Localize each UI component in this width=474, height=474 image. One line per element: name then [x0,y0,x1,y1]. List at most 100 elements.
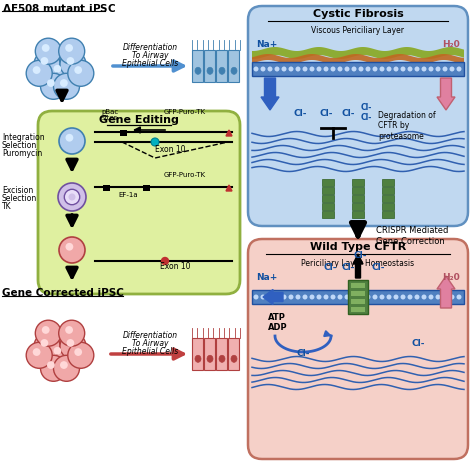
Bar [228,338,239,370]
Circle shape [65,243,73,251]
Ellipse shape [219,356,225,362]
Polygon shape [226,185,232,191]
Text: H₂0: H₂0 [442,40,460,49]
Circle shape [436,66,440,72]
Circle shape [401,66,405,72]
Bar [352,187,364,194]
Circle shape [26,60,52,86]
Circle shape [302,66,308,72]
Circle shape [310,294,315,300]
Circle shape [59,237,85,263]
Text: Selection: Selection [2,194,37,203]
Circle shape [443,66,447,72]
Circle shape [282,294,286,300]
Circle shape [35,38,61,64]
Circle shape [59,38,85,64]
Circle shape [68,342,94,368]
Ellipse shape [195,356,201,362]
Text: EF-1a: EF-1a [118,192,138,198]
Bar [351,283,365,288]
Circle shape [47,361,55,369]
Bar [382,179,394,186]
Text: To Airway: To Airway [132,339,168,348]
Bar [204,50,216,82]
Circle shape [317,66,321,72]
Circle shape [317,294,321,300]
Bar [322,179,334,186]
Text: To Airway: To Airway [132,51,168,60]
Circle shape [69,193,75,201]
Text: Cl-: Cl- [411,339,425,348]
Circle shape [26,342,52,368]
Circle shape [289,66,293,72]
Text: Cl-: Cl- [293,109,307,118]
Ellipse shape [231,67,237,74]
Circle shape [162,257,168,264]
Circle shape [42,44,50,52]
Text: H₂0: H₂0 [442,273,460,282]
Circle shape [261,66,265,72]
Text: Epithelial Cells: Epithelial Cells [122,59,178,68]
Circle shape [60,79,68,87]
Circle shape [65,134,73,142]
Text: Na+: Na+ [256,273,277,282]
Circle shape [74,348,82,356]
Text: Cl-: Cl- [341,109,355,118]
Bar [351,307,365,312]
Bar [382,187,394,194]
Ellipse shape [219,67,225,74]
Circle shape [59,320,85,346]
Text: Gene Corrected iPSC: Gene Corrected iPSC [2,288,124,298]
Circle shape [330,294,336,300]
Circle shape [274,66,280,72]
Text: ATP: ATP [268,313,286,322]
Text: Degradation of
CFTR by
proteasome: Degradation of CFTR by proteasome [378,111,436,141]
Circle shape [421,294,427,300]
Circle shape [254,66,258,72]
Text: Integration: Integration [2,133,45,142]
Circle shape [33,66,40,74]
Circle shape [40,73,66,99]
Text: GFP-Puro-TK: GFP-Puro-TK [164,109,206,115]
Circle shape [443,294,447,300]
Bar [252,62,464,76]
FancyArrow shape [437,276,455,308]
Circle shape [323,294,328,300]
Text: pBac: pBac [101,109,118,115]
Bar [228,50,239,82]
Bar [322,211,334,218]
Circle shape [352,66,356,72]
Bar [348,280,368,314]
Bar [217,50,228,82]
Circle shape [428,294,434,300]
Circle shape [393,294,399,300]
Circle shape [60,333,86,359]
Circle shape [393,66,399,72]
Ellipse shape [231,356,237,362]
Circle shape [54,65,61,73]
Circle shape [66,57,74,65]
Circle shape [408,294,412,300]
Circle shape [302,294,308,300]
Circle shape [449,66,455,72]
Circle shape [267,66,273,72]
Circle shape [65,44,73,52]
Circle shape [345,294,349,300]
Text: Cystic Fibrosis: Cystic Fibrosis [313,9,403,19]
Circle shape [33,348,40,356]
Circle shape [64,189,80,205]
Text: Epithelial Cells: Epithelial Cells [122,347,178,356]
Text: Cl-: Cl- [360,103,372,112]
Circle shape [282,66,286,72]
Circle shape [358,66,364,72]
Text: Exon 10: Exon 10 [160,262,190,271]
Circle shape [58,183,86,211]
Circle shape [40,356,66,381]
Bar [351,291,365,296]
Bar [120,130,127,136]
Bar [322,203,334,210]
Circle shape [373,66,377,72]
Circle shape [365,294,371,300]
FancyArrow shape [263,290,283,304]
Circle shape [34,51,60,77]
